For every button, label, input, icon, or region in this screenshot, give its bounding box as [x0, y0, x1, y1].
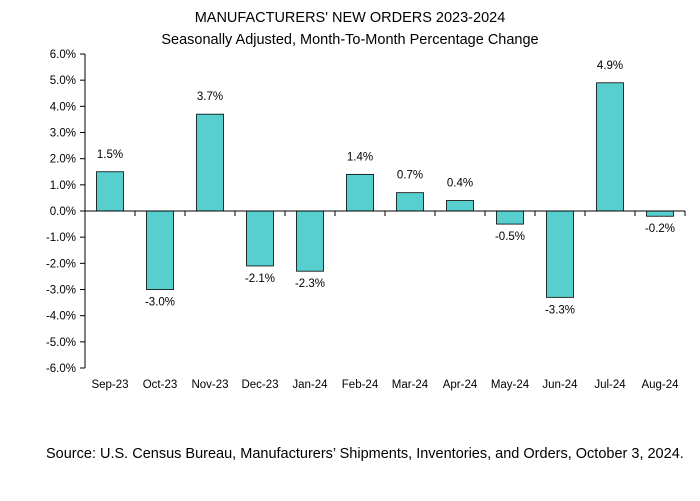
data-label: -0.2%	[645, 223, 675, 235]
data-label: -3.0%	[145, 297, 175, 309]
data-label: 0.7%	[397, 170, 423, 182]
category-label: Nov-23	[191, 379, 228, 391]
bar	[346, 173, 374, 212]
y-tick-label: 0.0%	[50, 206, 76, 218]
y-tick-label: -3.0%	[46, 285, 76, 297]
y-tick-label: 5.0%	[50, 75, 76, 87]
data-label: 1.5%	[97, 149, 123, 161]
data-label: 0.4%	[447, 178, 473, 190]
y-tick-label: -1.0%	[46, 232, 76, 244]
y-tick-label: -5.0%	[46, 337, 76, 349]
category-label: May-24	[491, 379, 530, 391]
data-label: -3.3%	[545, 304, 575, 316]
y-tick-label: -2.0%	[46, 258, 76, 270]
bar-chart: 6.0% 5.0% 4.0% 3.0% 2.0% 1.0% 0.0% -1.0% -2.0% -3…	[46, 49, 686, 391]
y-tick-label: -6.0%	[46, 363, 76, 375]
category-label: Jul-24	[594, 379, 626, 391]
bar	[296, 210, 324, 272]
category-label: Jan-24	[292, 379, 328, 391]
y-tick-label: -4.0%	[46, 311, 76, 323]
category-label: Apr-24	[443, 379, 478, 391]
y-tick-label: 4.0%	[50, 101, 76, 113]
category-label: Aug-24	[641, 379, 679, 391]
bar	[396, 192, 424, 212]
data-label: 1.4%	[347, 151, 373, 163]
category-label: Oct-23	[143, 379, 178, 391]
chart-title: MANUFACTURERS' NEW ORDERS 2023-2024	[194, 10, 506, 26]
data-label: 3.7%	[197, 91, 223, 103]
bar	[446, 200, 474, 212]
y-tick-label: 2.0%	[50, 154, 76, 166]
bar	[196, 113, 224, 212]
category-label: Sep-23	[91, 379, 128, 391]
y-tick-label: 3.0%	[50, 128, 76, 140]
data-label: -0.5%	[495, 231, 525, 243]
source-note: Source: U.S. Census Bureau, Manufacturer…	[46, 446, 684, 462]
bar	[646, 210, 674, 217]
bar	[496, 210, 524, 225]
data-label: -2.1%	[245, 273, 275, 285]
y-tick-label: 6.0%	[50, 49, 76, 61]
data-label: 4.9%	[597, 60, 623, 72]
bar	[546, 210, 574, 298]
category-label: Jun-24	[542, 379, 578, 391]
data-label: -2.3%	[295, 278, 325, 290]
category-label: Mar-24	[392, 379, 429, 391]
bar	[246, 210, 274, 267]
category-label: Feb-24	[342, 379, 379, 391]
bar	[596, 82, 624, 212]
category-label: Dec-23	[241, 379, 278, 391]
bar	[146, 210, 174, 290]
bar	[96, 171, 124, 212]
chart-subtitle: Seasonally Adjusted, Month-To-Month Perc…	[161, 32, 539, 48]
y-tick-label: 1.0%	[50, 180, 76, 192]
